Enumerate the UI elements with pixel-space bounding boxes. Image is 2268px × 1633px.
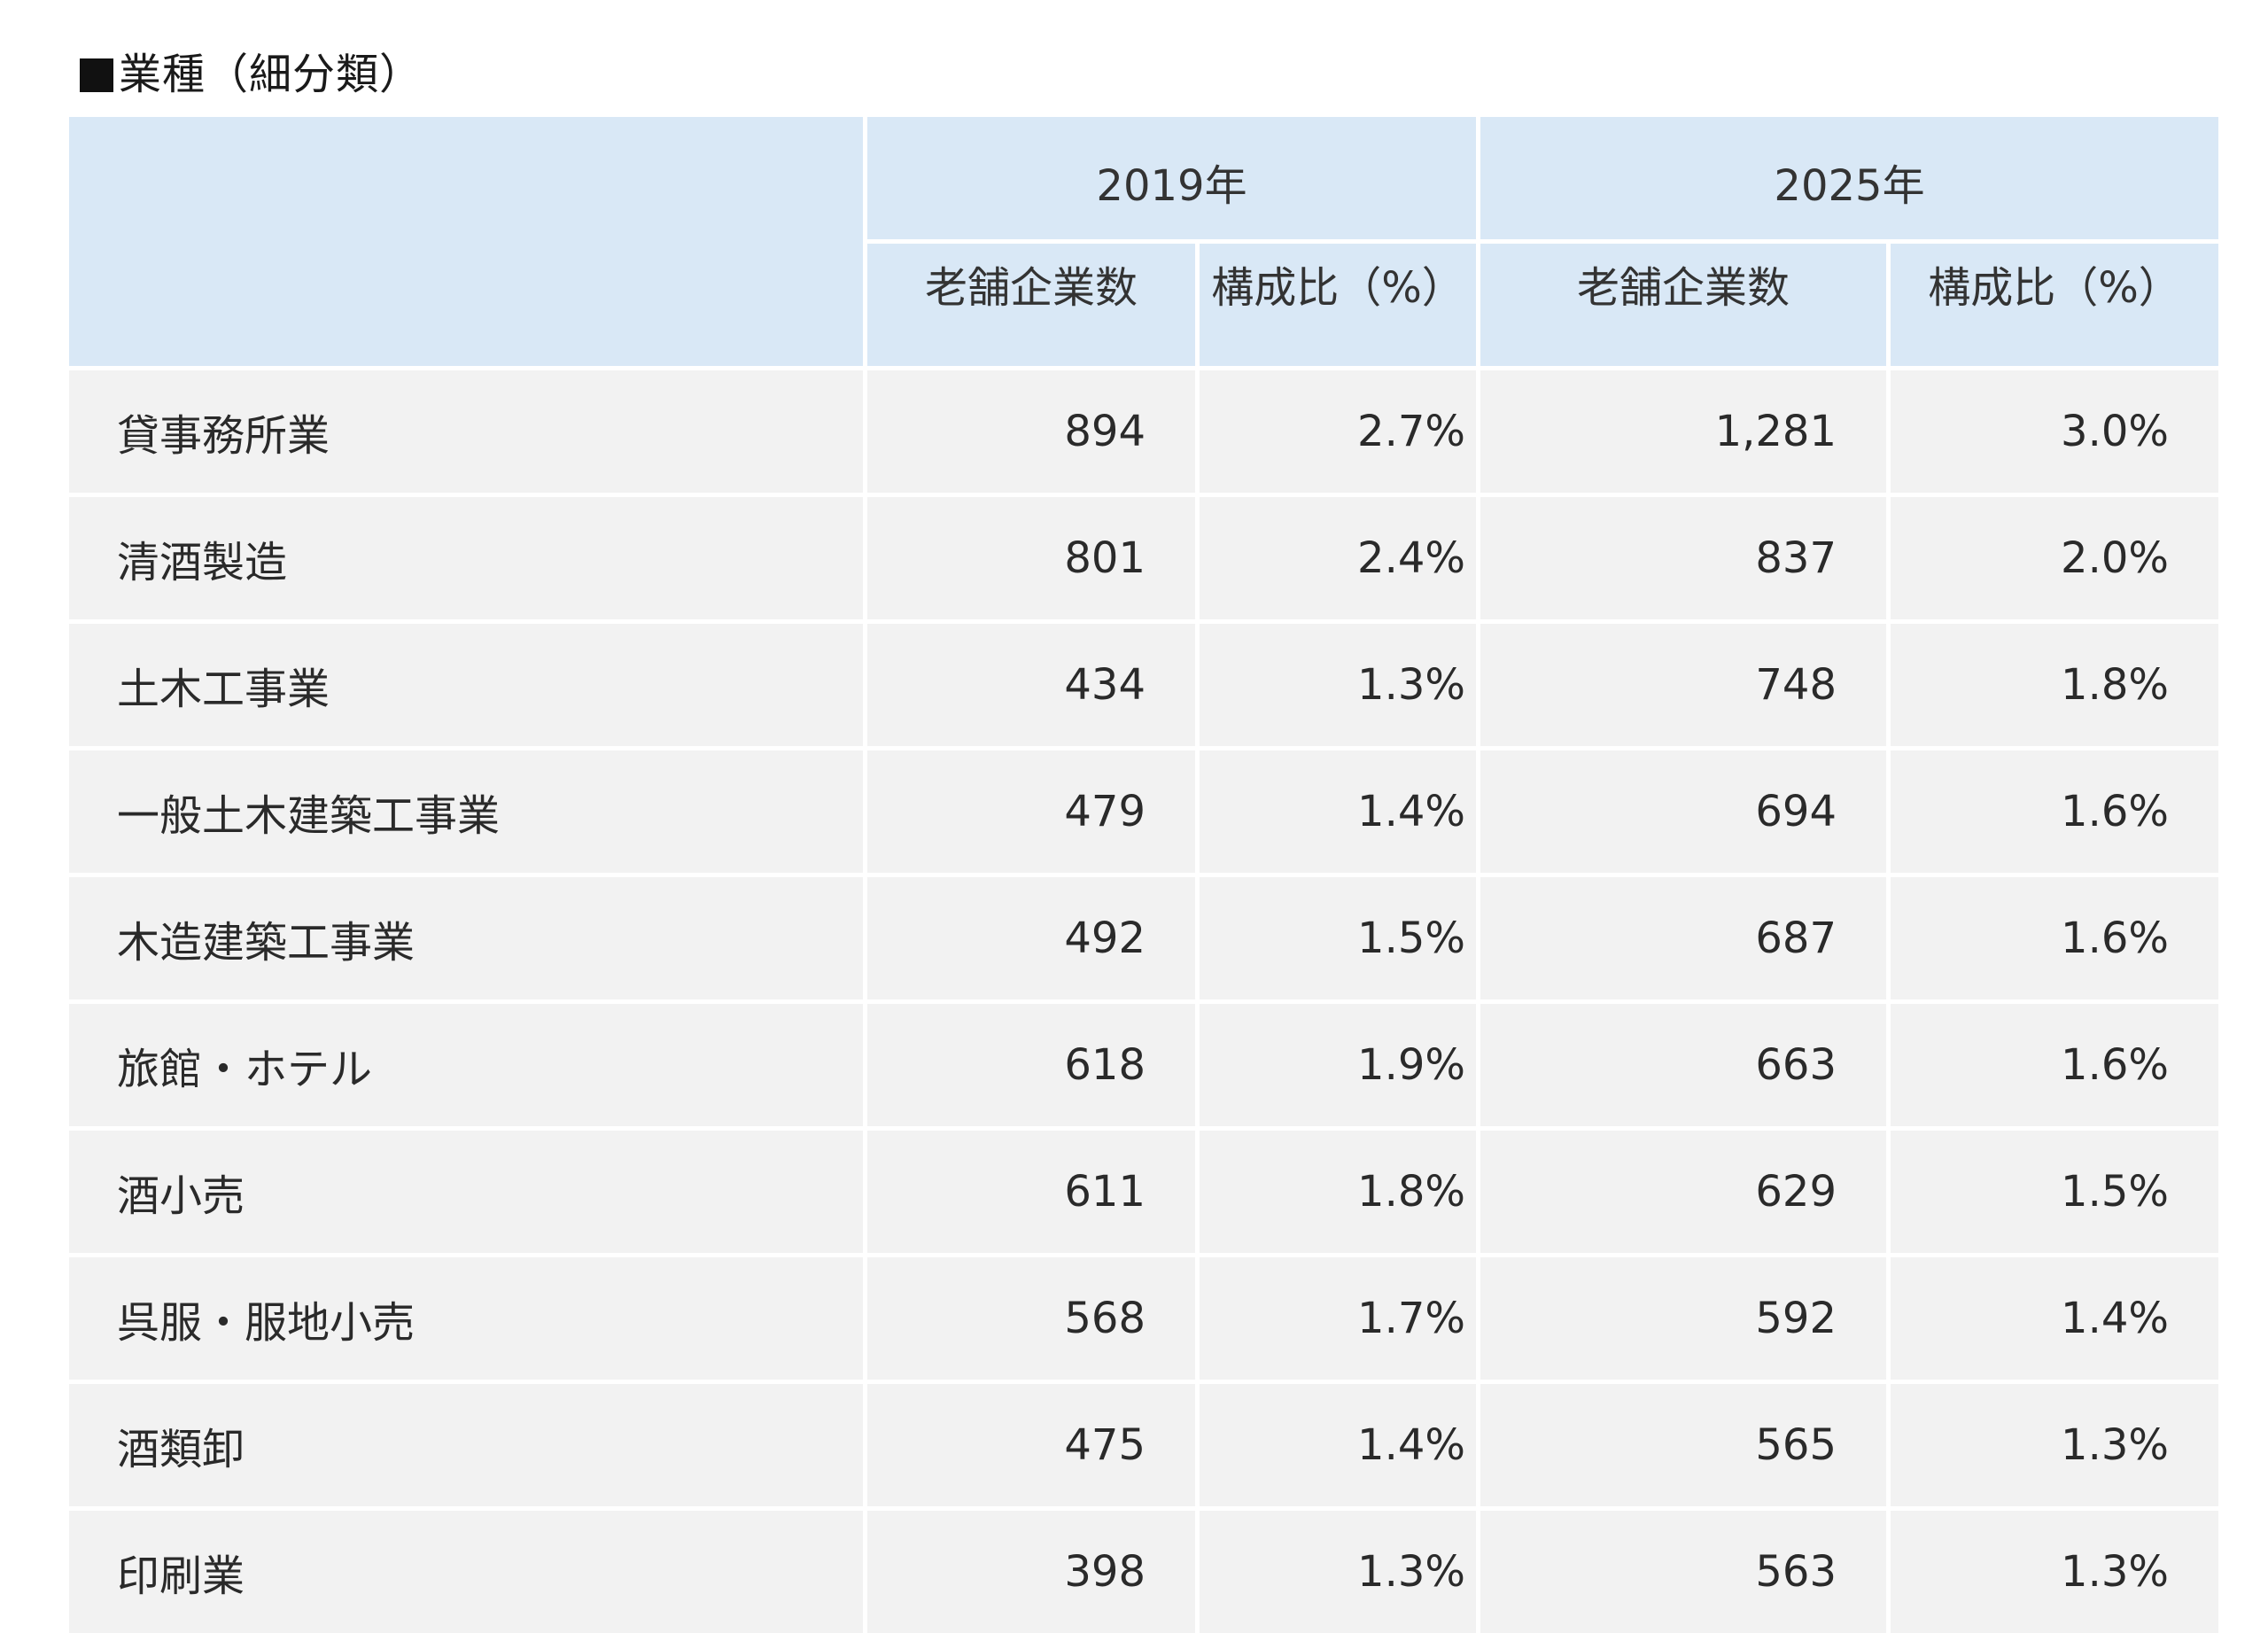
header-count-2025: 老舗企業数	[1480, 244, 1886, 366]
industry-name-cell: 酒小売	[69, 1131, 863, 1253]
count-2025-cell: 663	[1480, 1004, 1886, 1126]
count-2025-cell: 748	[1480, 624, 1886, 746]
ratio-2025-cell: 3.0%	[1891, 370, 2218, 493]
ratio-2025-cell: 1.5%	[1891, 1131, 2218, 1253]
industry-name-cell: 一般土木建築工事業	[69, 750, 863, 873]
ratio-2025-cell: 1.8%	[1891, 624, 2218, 746]
header-ratio-2019: 構成比（%）	[1200, 244, 1476, 366]
industry-name-cell: 土木工事業	[69, 624, 863, 746]
count-2019-cell: 801	[867, 497, 1195, 619]
ratio-2025-cell: 1.4%	[1891, 1257, 2218, 1380]
industry-name-cell: 清酒製造	[69, 497, 863, 619]
ratio-2025-cell: 2.0%	[1891, 497, 2218, 619]
industry-name-cell: 酒類卸	[69, 1384, 863, 1506]
count-2025-cell: 592	[1480, 1257, 1886, 1380]
ratio-2025-cell: 1.3%	[1891, 1511, 2218, 1633]
count-2019-cell: 894	[867, 370, 1195, 493]
count-2025-cell: 687	[1480, 877, 1886, 999]
square-bullet-icon	[80, 58, 113, 92]
ratio-2019-cell: 2.4%	[1200, 497, 1476, 619]
ratio-2019-cell: 1.5%	[1200, 877, 1476, 999]
count-2025-cell: 565	[1480, 1384, 1886, 1506]
count-2019-cell: 492	[867, 877, 1195, 999]
industry-name-cell: 印刷業	[69, 1511, 863, 1633]
count-2019-cell: 611	[867, 1131, 1195, 1253]
count-2019-cell: 475	[867, 1384, 1195, 1506]
ratio-2019-cell: 2.7%	[1200, 370, 1476, 493]
ratio-2019-cell: 1.7%	[1200, 1257, 1476, 1380]
count-2019-cell: 479	[867, 750, 1195, 873]
count-2019-cell: 434	[867, 624, 1195, 746]
ratio-2025-cell: 1.3%	[1891, 1384, 2218, 1506]
industry-name-cell: 貸事務所業	[69, 370, 863, 493]
count-2025-cell: 629	[1480, 1131, 1886, 1253]
ratio-2025-cell: 1.6%	[1891, 877, 2218, 999]
ratio-2019-cell: 1.3%	[1200, 624, 1476, 746]
ratio-2019-cell: 1.9%	[1200, 1004, 1476, 1126]
ratio-2019-cell: 1.4%	[1200, 750, 1476, 873]
page-title-text: 業種（細分類）	[119, 50, 423, 99]
ratio-2019-cell: 1.4%	[1200, 1384, 1476, 1506]
ratio-2025-cell: 1.6%	[1891, 750, 2218, 873]
header-count-2019: 老舗企業数	[867, 244, 1195, 366]
page-title: 業種（細分類）	[80, 46, 423, 103]
count-2019-cell: 398	[867, 1511, 1195, 1633]
count-2025-cell: 1,281	[1480, 370, 1886, 493]
industry-name-cell: 木造建築工事業	[69, 877, 863, 999]
count-2019-cell: 568	[867, 1257, 1195, 1380]
industry-name-cell: 旅館・ホテル	[69, 1004, 863, 1126]
count-2025-cell: 694	[1480, 750, 1886, 873]
ratio-2019-cell: 1.3%	[1200, 1511, 1476, 1633]
ratio-2019-cell: 1.8%	[1200, 1131, 1476, 1253]
industry-name-cell: 呉服・服地小売	[69, 1257, 863, 1380]
industry-table: 2019年 2025年 老舗企業数 構成比（%） 老舗企業数 構成比（%） 貸事…	[69, 117, 2218, 1633]
count-2019-cell: 618	[867, 1004, 1195, 1126]
count-2025-cell: 563	[1480, 1511, 1886, 1633]
header-year-2019: 2019年	[867, 117, 1476, 239]
count-2025-cell: 837	[1480, 497, 1886, 619]
header-blank-cell	[69, 117, 863, 366]
header-ratio-2025: 構成比（%）	[1891, 244, 2218, 366]
header-year-2025: 2025年	[1480, 117, 2218, 239]
ratio-2025-cell: 1.6%	[1891, 1004, 2218, 1126]
